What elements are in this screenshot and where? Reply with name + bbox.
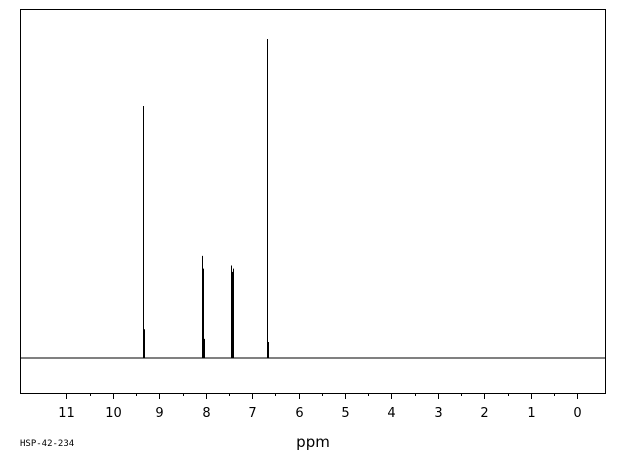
sample-id: HSP-42-234 xyxy=(20,439,74,449)
x-axis-label: ppm xyxy=(296,433,330,451)
spectrum-peaks xyxy=(143,39,269,358)
tick-label-9: 9 xyxy=(155,406,163,421)
tick-label-7: 7 xyxy=(248,406,256,421)
tick-label-0: 0 xyxy=(573,406,581,421)
tick-label-1: 1 xyxy=(527,406,535,421)
plot-frame xyxy=(20,9,606,394)
tick-label-8: 8 xyxy=(202,406,210,421)
tick-label-6: 6 xyxy=(295,406,303,421)
x-axis-ticks xyxy=(66,393,578,399)
tick-label-11: 11 xyxy=(58,406,75,421)
x-axis-tick-labels: 11 10 9 8 7 6 5 4 3 2 1 0 xyxy=(58,406,581,421)
tick-label-3: 3 xyxy=(434,406,442,421)
tick-label-5: 5 xyxy=(341,406,349,421)
tick-label-10: 10 xyxy=(105,406,122,421)
tick-label-4: 4 xyxy=(387,406,395,421)
tick-label-2: 2 xyxy=(480,406,488,421)
